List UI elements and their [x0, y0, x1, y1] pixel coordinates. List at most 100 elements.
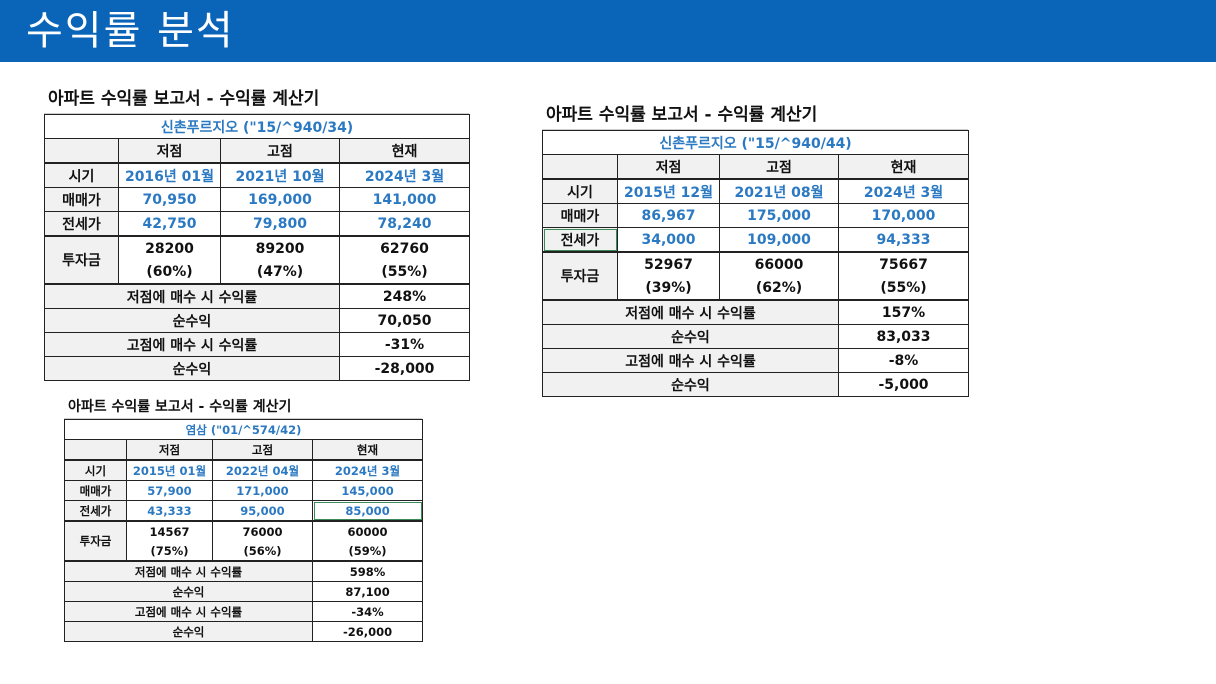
calc-table: 신촌푸르지오 ("15/^940/34) 저점 고점 현재 시기 2016년 0…: [43, 114, 471, 381]
jeonse-high: 79,800: [220, 211, 340, 237]
sale-low: 70,950: [118, 187, 221, 212]
period-high: 2021년 08월: [719, 178, 839, 204]
sale-high: 171,000: [212, 480, 313, 501]
summary-label: 고점에 매수 시 수익률: [44, 332, 340, 357]
report-title: 아파트 수익률 보고서 - 수익률 계산기: [64, 396, 422, 419]
invest-current: 75667: [837, 251, 970, 276]
jeonse-low: 42,750: [118, 211, 221, 237]
invest-pct-current: (55%): [837, 276, 970, 301]
period-high: 2021년 10월: [220, 162, 340, 188]
row-label-invest: 투자금: [542, 251, 618, 301]
jeonse-low: 43,333: [126, 500, 213, 522]
row-label-jeonse: 전세가: [542, 227, 618, 253]
header-high: 고점: [220, 138, 340, 164]
summary-label: 순수익: [44, 308, 340, 333]
summary-label: 고점에 매수 시 수익률: [542, 348, 839, 373]
summary-value: 70,050: [338, 308, 471, 333]
summary-value: -8%: [837, 348, 970, 373]
sale-high: 175,000: [719, 203, 839, 228]
jeonse-current: 78,240: [338, 211, 471, 237]
calc-table: 염삼 ("01/^574/42) 저점 고점 현재 시기 2015년 01월 2…: [63, 419, 424, 642]
summary-label: 순수익: [64, 581, 313, 602]
property-name: 염삼 ("01/^574/42): [63, 419, 424, 440]
header-current: 현재: [837, 154, 970, 180]
report-2: 아파트 수익률 보고서 - 수익률 계산기 신촌푸르지오 ("15/^940/4…: [541, 102, 970, 397]
sale-low: 86,967: [617, 203, 720, 228]
invest-pct-high: (62%): [719, 276, 839, 301]
summary-label: 순수익: [542, 324, 839, 349]
summary-value: 248%: [338, 283, 471, 309]
row-label-period: 시기: [64, 459, 127, 481]
summary-value: -26,000: [311, 621, 424, 642]
row-label-jeonse: 전세가: [64, 500, 127, 522]
jeonse-current[interactable]: 85,000: [311, 500, 424, 522]
jeonse-current: 94,333: [837, 227, 970, 253]
summary-value: 598%: [311, 560, 424, 582]
summary-label: 순수익: [64, 621, 313, 642]
header-current: 현재: [338, 138, 471, 164]
header-high: 고점: [212, 439, 313, 461]
row-label-period: 시기: [44, 162, 119, 188]
header-low: 저점: [617, 154, 720, 180]
period-high: 2022년 04월: [212, 459, 313, 481]
invest-pct-low: (39%): [617, 276, 720, 301]
period-current: 2024년 3월: [837, 178, 970, 204]
row-label-sale: 매매가: [542, 203, 618, 228]
sale-current: 145,000: [311, 480, 424, 501]
invest-pct-current: (59%): [311, 541, 424, 562]
period-low: 2015년 12월: [617, 178, 720, 204]
sale-low: 57,900: [126, 480, 213, 501]
summary-value: 157%: [837, 299, 970, 325]
property-name: 신촌푸르지오 ("15/^940/44): [541, 130, 970, 155]
header-high: 고점: [719, 154, 839, 180]
summary-value: 83,033: [837, 324, 970, 349]
invest-pct-high: (56%): [212, 541, 313, 562]
header-current: 현재: [311, 439, 424, 461]
summary-label: 순수익: [44, 356, 340, 381]
summary-label: 저점에 매수 시 수익률: [44, 283, 340, 309]
row-label-sale: 매매가: [64, 480, 127, 501]
calc-table: 신촌푸르지오 ("15/^940/44) 저점 고점 현재 시기 2015년 1…: [541, 130, 970, 397]
invest-high: 76000: [212, 520, 313, 541]
summary-value: -28,000: [338, 356, 471, 381]
sale-current: 141,000: [338, 187, 471, 212]
summary-value: -5,000: [837, 372, 970, 397]
summary-value: 87,100: [311, 581, 424, 602]
invest-pct-high: (47%): [220, 260, 340, 285]
row-label-invest: 투자금: [44, 235, 119, 285]
sale-high: 169,000: [220, 187, 340, 212]
summary-value: -31%: [338, 332, 471, 357]
page-title: 수익률 분석: [26, 8, 235, 54]
period-low: 2016년 01월: [118, 162, 221, 188]
summary-value: -34%: [311, 601, 424, 622]
row-label-period: 시기: [542, 178, 618, 204]
jeonse-high: 109,000: [719, 227, 839, 253]
jeonse-high: 95,000: [212, 500, 313, 522]
period-current: 2024년 3월: [311, 459, 424, 481]
row-label-invest: 투자금: [64, 520, 127, 562]
invest-high: 66000: [719, 251, 839, 276]
report-3: 아파트 수익률 보고서 - 수익률 계산기 염삼 ("01/^574/42) 저…: [63, 396, 424, 642]
header-low: 저점: [126, 439, 213, 461]
period-low: 2015년 01월: [126, 459, 213, 481]
report-1: 아파트 수익률 보고서 - 수익률 계산기 신촌푸르지오 ("15/^940/3…: [43, 86, 471, 381]
report-title: 아파트 수익률 보고서 - 수익률 계산기: [44, 86, 469, 114]
period-current: 2024년 3월: [338, 162, 471, 188]
invest-current: 60000: [311, 520, 424, 541]
sale-current: 170,000: [837, 203, 970, 228]
invest-current: 62760: [338, 235, 471, 260]
invest-pct-current: (55%): [338, 260, 471, 285]
row-label-sale: 매매가: [44, 187, 119, 212]
property-name: 신촌푸르지오 ("15/^940/34): [43, 114, 471, 139]
invest-low: 52967: [617, 251, 720, 276]
row-label-jeonse: 전세가: [44, 211, 119, 237]
invest-low: 28200: [118, 235, 221, 260]
summary-label: 저점에 매수 시 수익률: [542, 299, 839, 325]
title-bar: 수익률 분석: [0, 0, 1216, 62]
summary-label: 저점에 매수 시 수익률: [64, 560, 313, 582]
summary-label: 고점에 매수 시 수익률: [64, 601, 313, 622]
invest-pct-low: (60%): [118, 260, 221, 285]
header-low: 저점: [118, 138, 221, 164]
invest-high: 89200: [220, 235, 340, 260]
summary-label: 순수익: [542, 372, 839, 397]
